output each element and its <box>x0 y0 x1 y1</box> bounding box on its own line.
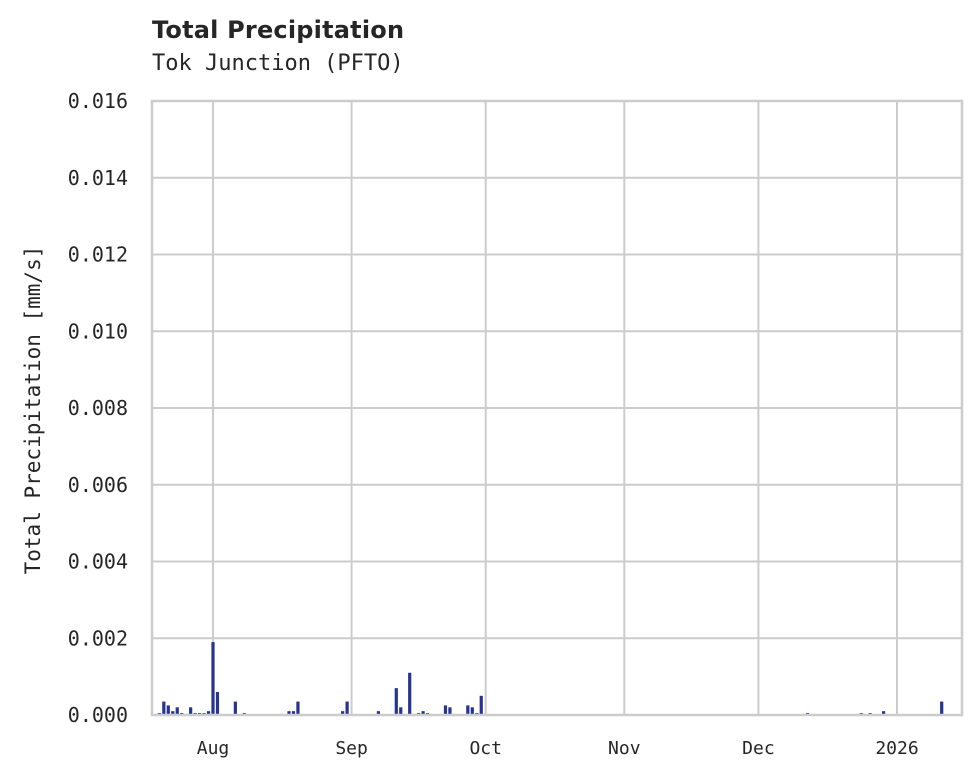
precip-bar <box>345 701 349 715</box>
y-tick-label: 0.016 <box>68 89 128 113</box>
precip-bar <box>470 707 474 715</box>
y-tick-label: 0.008 <box>68 396 128 420</box>
precip-bar <box>233 701 237 715</box>
chart-subtitle: Tok Junction (PFTO) <box>152 51 404 76</box>
precip-bar <box>940 701 944 715</box>
x-axis-ticks: Aug Sep Oct Nov Dec 2026 <box>197 738 919 759</box>
x-tick-label: 2026 <box>875 738 918 759</box>
precip-bar <box>287 711 291 715</box>
y-tick-label: 0.010 <box>68 319 128 343</box>
y-axis-ticks: 0.000 0.002 0.004 0.006 0.008 0.010 0.012 0.014… <box>68 89 128 727</box>
precip-bar <box>448 707 452 715</box>
x-tick-label: Sep <box>335 738 368 759</box>
precip-bar <box>376 711 381 715</box>
precip-bar <box>162 701 166 715</box>
plot-frame <box>150 99 964 717</box>
precip-bar <box>394 688 398 715</box>
x-tick-label: Nov <box>608 738 641 759</box>
precip-bar <box>166 705 170 715</box>
precip-bar <box>466 705 470 715</box>
precip-bar <box>215 691 220 715</box>
precip-bar <box>175 707 179 715</box>
x-tick-label: Aug <box>197 738 230 759</box>
precip-bar <box>341 711 345 715</box>
chart-title: Total Precipitation <box>152 16 405 44</box>
gridlines <box>152 100 962 716</box>
precip-bar <box>171 711 175 715</box>
precip-bar <box>399 707 403 715</box>
precip-bar <box>211 642 215 715</box>
y-tick-label: 0.000 <box>68 703 128 727</box>
precip-bar <box>206 711 211 715</box>
x-tick-label: Oct <box>469 738 502 759</box>
precipitation-bars <box>157 642 944 715</box>
y-tick-label: 0.014 <box>68 166 128 190</box>
precip-bar <box>479 695 483 715</box>
precip-bar <box>296 701 300 715</box>
x-tick-label: Dec <box>742 738 775 759</box>
precip-bar <box>443 705 448 715</box>
y-tick-label: 0.002 <box>68 626 128 650</box>
y-tick-label: 0.004 <box>68 550 128 574</box>
precip-bar <box>421 711 425 715</box>
y-tick-label: 0.012 <box>68 243 128 267</box>
precip-bar <box>291 711 296 715</box>
precip-bar <box>408 672 412 715</box>
precip-bar <box>881 711 886 715</box>
precip-bar <box>189 707 193 715</box>
y-tick-label: 0.006 <box>68 473 128 497</box>
